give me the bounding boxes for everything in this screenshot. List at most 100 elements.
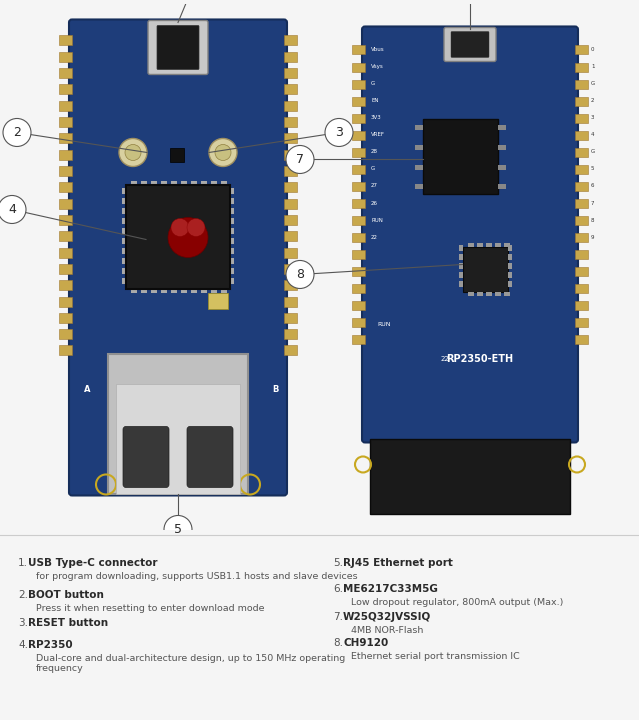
Circle shape	[187, 218, 205, 236]
Text: 7.: 7.	[333, 612, 343, 622]
Bar	[422, 120, 498, 194]
Bar	[131, 181, 137, 186]
Bar	[284, 199, 297, 209]
Bar	[221, 181, 227, 186]
Text: 27: 27	[371, 184, 378, 189]
Text: 1.: 1.	[18, 558, 28, 568]
Text: 3V3: 3V3	[371, 115, 381, 120]
Bar	[230, 279, 234, 284]
Text: EN: EN	[371, 98, 378, 103]
Circle shape	[215, 145, 231, 161]
FancyBboxPatch shape	[362, 27, 578, 443]
Bar	[352, 63, 365, 71]
Bar	[59, 313, 72, 323]
Bar	[575, 250, 588, 259]
Text: USB Type-C connector: USB Type-C connector	[28, 558, 157, 568]
Text: for program downloading, supports USB1.1 hosts and slave devices: for program downloading, supports USB1.1…	[36, 572, 358, 581]
Bar	[284, 297, 297, 307]
Bar	[575, 182, 588, 191]
Text: RJ45 Ethernet port: RJ45 Ethernet port	[343, 558, 453, 568]
Text: 2.: 2.	[18, 590, 28, 600]
Circle shape	[286, 261, 314, 289]
Bar	[230, 238, 234, 245]
Text: G: G	[591, 81, 596, 86]
Bar	[161, 289, 167, 294]
Text: 4: 4	[8, 203, 16, 216]
Bar	[59, 68, 72, 78]
Text: W25Q32JVSSIQ: W25Q32JVSSIQ	[343, 612, 431, 622]
Bar	[284, 231, 297, 241]
FancyBboxPatch shape	[148, 20, 208, 74]
Bar	[507, 254, 511, 260]
Text: 5: 5	[591, 166, 594, 171]
Text: G: G	[371, 81, 375, 86]
Bar	[575, 318, 588, 328]
Text: 28: 28	[371, 149, 378, 154]
Bar	[477, 292, 482, 296]
Bar	[352, 148, 365, 157]
Bar	[284, 313, 297, 323]
Bar	[498, 145, 505, 150]
Text: 1: 1	[591, 64, 594, 69]
Bar	[352, 131, 365, 140]
Bar	[284, 35, 297, 45]
Bar	[122, 258, 126, 264]
Text: Ethernet serial port transmission IC: Ethernet serial port transmission IC	[351, 652, 520, 661]
Bar	[151, 181, 157, 186]
Bar	[122, 269, 126, 274]
Bar	[59, 150, 72, 160]
Bar	[575, 131, 588, 140]
Bar	[575, 63, 588, 71]
Bar	[415, 145, 422, 150]
Text: 22: 22	[371, 235, 378, 240]
Circle shape	[0, 195, 26, 223]
FancyBboxPatch shape	[123, 426, 169, 487]
Bar	[191, 289, 197, 294]
Bar	[211, 289, 217, 294]
Bar	[352, 199, 365, 208]
Bar	[151, 289, 157, 294]
Bar	[122, 279, 126, 284]
Text: Dual-core and dual-architecture design, up to 150 MHz operating
frequency: Dual-core and dual-architecture design, …	[36, 654, 345, 673]
Bar	[284, 150, 297, 160]
Bar	[161, 181, 167, 186]
Bar	[575, 336, 588, 344]
Bar	[122, 209, 126, 215]
Bar	[352, 216, 365, 225]
Bar	[352, 182, 365, 191]
Bar	[507, 281, 511, 287]
Text: 3.: 3.	[18, 618, 28, 628]
FancyBboxPatch shape	[451, 32, 489, 58]
Text: 6.: 6.	[333, 584, 343, 594]
Bar	[498, 184, 505, 189]
Text: RUN: RUN	[377, 322, 390, 327]
Text: G: G	[371, 166, 375, 171]
Bar	[230, 218, 234, 225]
Bar	[459, 272, 463, 278]
Text: Low dropout regulator, 800mA output (Max.): Low dropout regulator, 800mA output (Max…	[351, 598, 564, 607]
Bar	[352, 250, 365, 259]
Bar	[352, 114, 365, 122]
Bar	[575, 148, 588, 157]
Bar	[284, 166, 297, 176]
Bar	[59, 84, 72, 94]
Bar	[59, 101, 72, 111]
Text: 5: 5	[174, 523, 182, 536]
Circle shape	[325, 119, 353, 146]
Bar	[122, 189, 126, 194]
Text: 7: 7	[296, 153, 304, 166]
Bar	[575, 267, 588, 276]
Bar	[211, 181, 217, 186]
Bar	[284, 68, 297, 78]
Text: Press it when resetting to enter download mode: Press it when resetting to enter downloa…	[36, 604, 265, 613]
Text: ME6217C33M5G: ME6217C33M5G	[343, 584, 438, 594]
Bar	[486, 292, 491, 296]
Bar	[284, 248, 297, 258]
Bar	[495, 292, 500, 296]
Circle shape	[164, 516, 192, 544]
Bar	[575, 199, 588, 208]
Bar	[498, 165, 505, 170]
Text: 3: 3	[591, 115, 594, 120]
Bar	[230, 258, 234, 264]
Bar	[171, 181, 177, 186]
